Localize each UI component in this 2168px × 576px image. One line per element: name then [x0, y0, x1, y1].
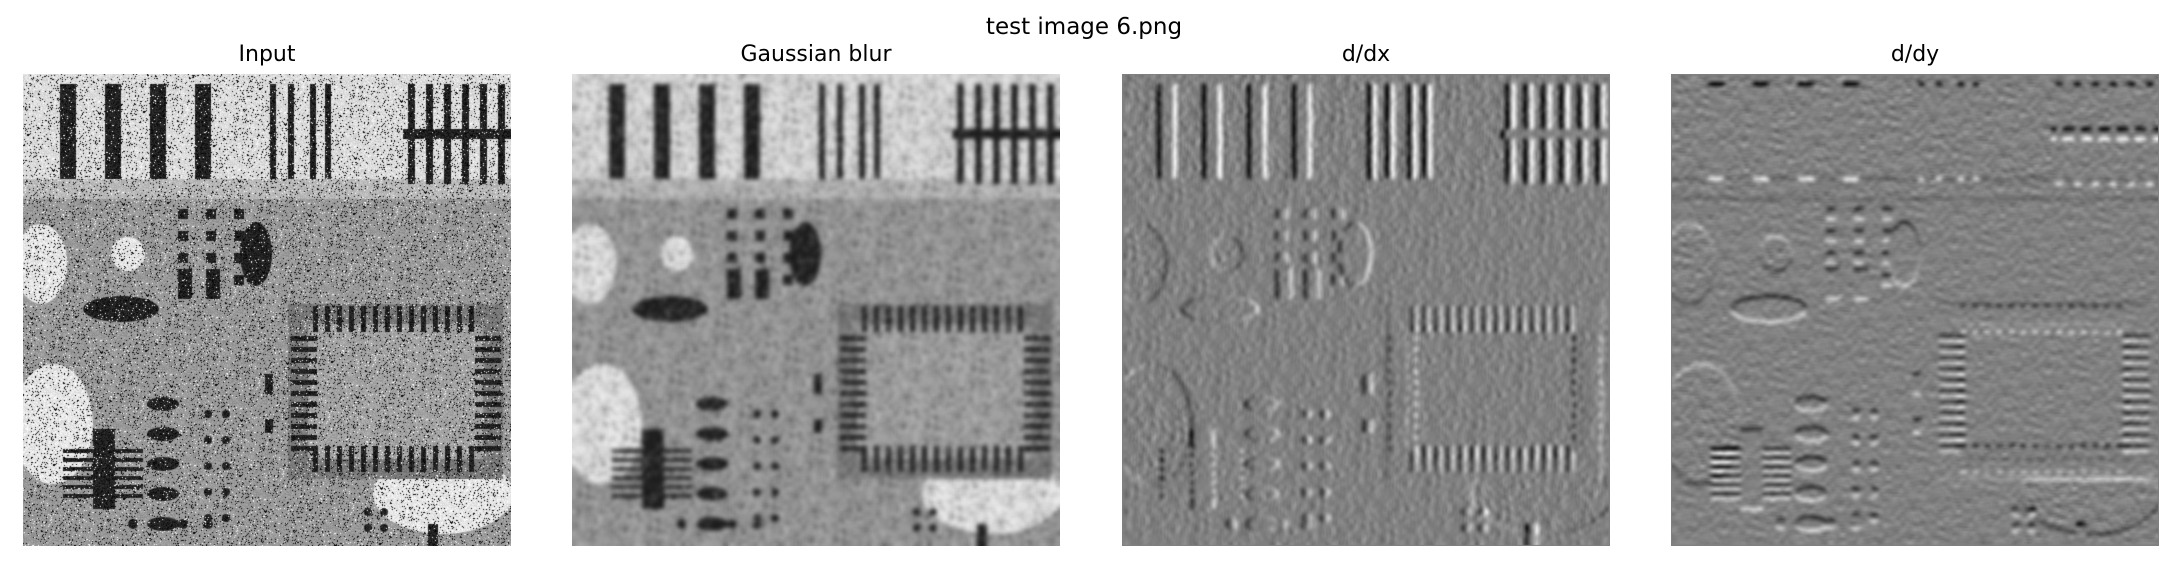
- panel-title-ddx: d/dx: [1341, 42, 1391, 67]
- panel-title-ddy: d/dy: [1890, 42, 1940, 67]
- gaussian-blur-image: [572, 74, 1060, 546]
- ddx-image: [1122, 74, 1610, 546]
- panel-input: Input: [23, 42, 511, 546]
- panel-ddx: d/dx: [1122, 42, 1610, 546]
- panel-gaussian-blur: Gaussian blur: [572, 42, 1060, 546]
- panel-title-input: Input: [238, 42, 296, 67]
- panel-title-gaussian-blur: Gaussian blur: [740, 42, 892, 67]
- panel-ddy: d/dy: [1671, 42, 2159, 546]
- ddy-image: [1671, 74, 2159, 546]
- input-image: [23, 74, 511, 546]
- figure-title: test image 6.png: [985, 14, 1183, 40]
